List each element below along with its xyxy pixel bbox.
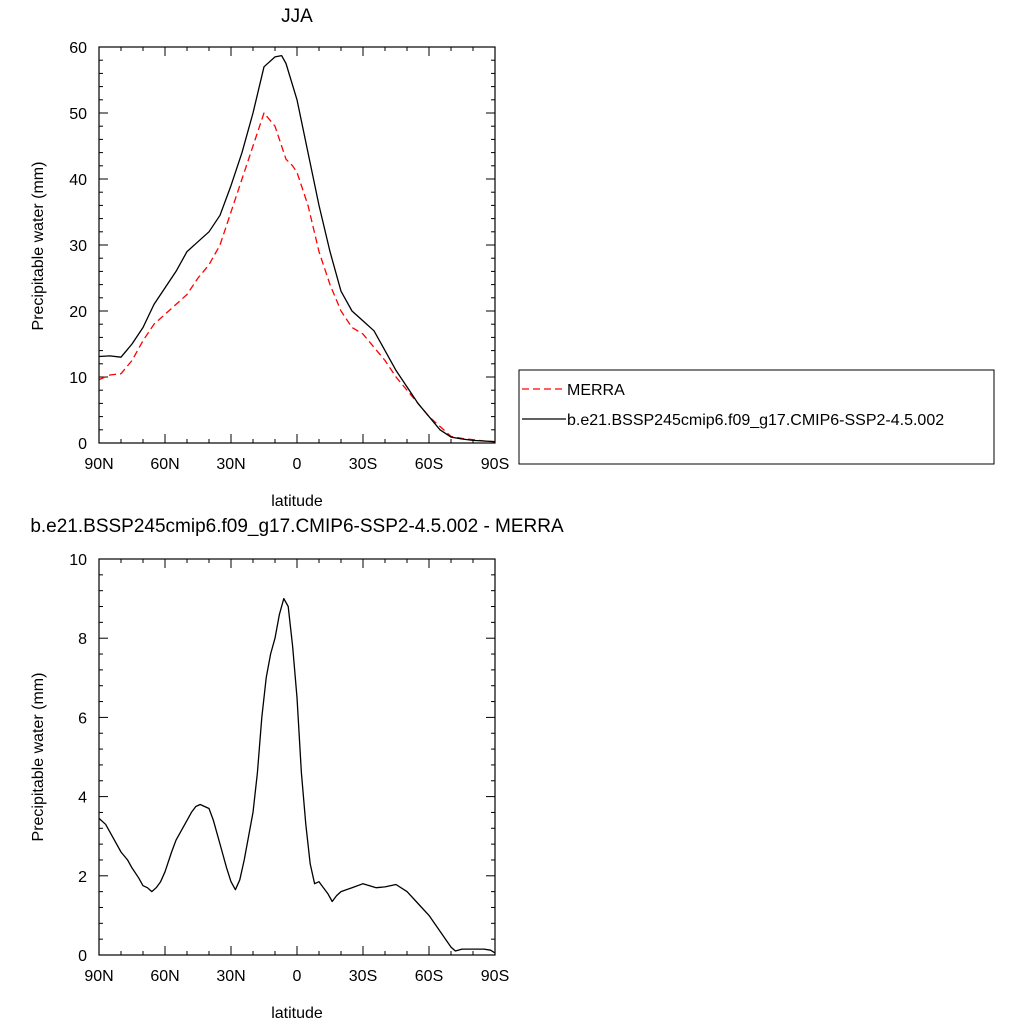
y-tick-label: 60 (69, 40, 87, 57)
bottom-panel-title: b.e21.BSSP245cmip6.f09_g17.CMIP6-SSP2-4.… (30, 516, 564, 537)
x-tick-label: 60N (150, 968, 179, 985)
x-tick-label: 60N (150, 456, 179, 473)
y-tick-label: 10 (69, 552, 87, 569)
bottom-panel: b.e21.BSSP245cmip6.f09_g17.CMIP6-SSP2-4.… (30, 516, 564, 1022)
top-panel-title: JJA (281, 6, 313, 27)
x-tick-label: 90N (84, 456, 113, 473)
top-panel: JJA Precipitable water (mm) latitude 90N… (30, 6, 509, 510)
bottom-panel-frame (98, 558, 496, 956)
y-tick-label: 0 (78, 436, 87, 453)
x-tick-label: 60S (415, 456, 443, 473)
y-tick-label: 6 (78, 710, 87, 727)
y-tick-label: 0 (78, 948, 87, 965)
top-panel-y-axis-label: Precipitable water (mm) (30, 162, 47, 331)
y-tick-label: 10 (69, 370, 87, 387)
y-tick-label: 30 (69, 238, 87, 255)
y-tick-label: 20 (69, 304, 87, 321)
y-tick-label: 2 (78, 869, 87, 886)
bottom-panel-ticks: 90N 60N 30N 0 30S 60S 90S 0 2 4 6 8 10 (69, 552, 509, 985)
series-line-model (98, 54, 496, 443)
x-tick-label: 30S (349, 968, 377, 985)
legend-box (518, 369, 995, 465)
x-tick-label: 30N (216, 968, 245, 985)
x-tick-label: 60S (415, 968, 443, 985)
bottom-panel-x-axis-label: latitude (271, 1005, 323, 1022)
y-tick-label: 4 (78, 790, 87, 807)
bottom-panel-y-axis-label: Precipitable water (mm) (30, 673, 47, 842)
legend-label-model: b.e21.BSSP245cmip6.f09_g17.CMIP6-SSP2-4.… (567, 412, 944, 429)
x-tick-label: 0 (293, 968, 302, 985)
x-tick-label: 30N (216, 456, 245, 473)
y-tick-label: 8 (78, 631, 87, 648)
series-line-difference (98, 597, 496, 954)
legend: MERRA b.e21.BSSP245cmip6.f09_g17.CMIP6-S… (518, 369, 995, 465)
x-tick-label: 0 (293, 456, 302, 473)
bottom-panel-lines (98, 597, 496, 954)
y-tick-label: 40 (69, 172, 87, 189)
legend-label-merra: MERRA (567, 382, 625, 399)
top-panel-x-axis-label: latitude (271, 493, 323, 510)
top-panel-ticks: 90N 60N 30N 0 30S 60S 90S 0 10 20 30 40 50 60 (69, 40, 509, 473)
top-panel-frame (98, 46, 496, 444)
top-panel-lines (98, 54, 496, 443)
y-tick-label: 50 (69, 106, 87, 123)
x-tick-label: 30S (349, 456, 377, 473)
x-tick-label: 90S (481, 456, 509, 473)
x-tick-label: 90N (84, 968, 113, 985)
x-tick-label: 90S (481, 968, 509, 985)
